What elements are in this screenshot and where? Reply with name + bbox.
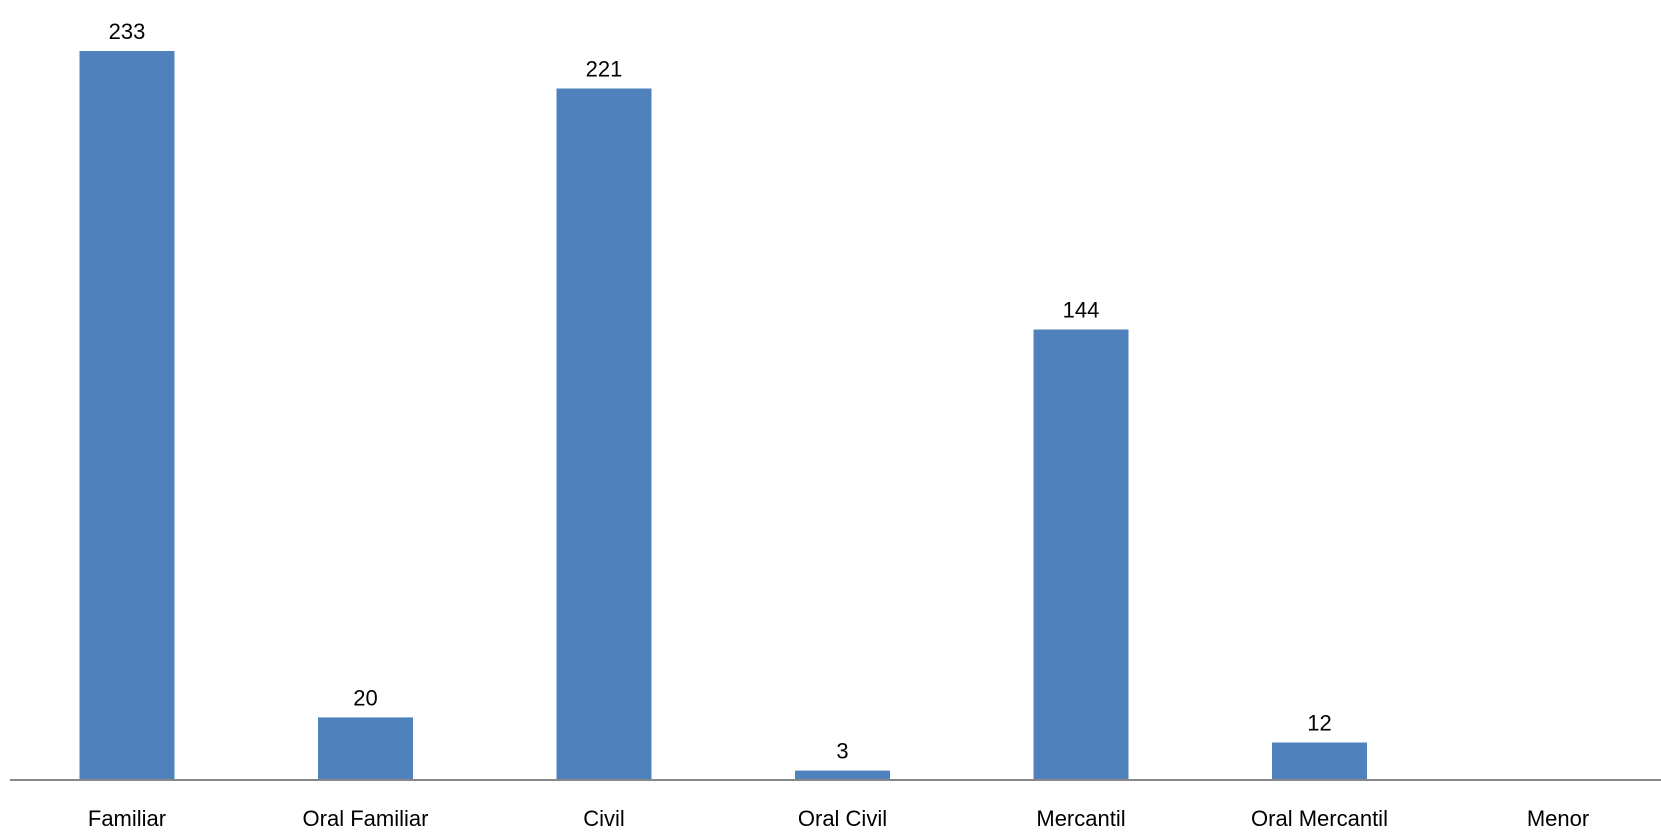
data-labels-layer: 233 20 221 3 144 12 xyxy=(109,19,1332,764)
data-label-mercantil: 144 xyxy=(1063,298,1100,323)
x-tick-label-civil: Civil xyxy=(583,806,625,831)
x-tick-labels-layer: Familiar Oral Familiar Civil Oral Civil Merc… xyxy=(88,806,1589,831)
data-label-familiar: 233 xyxy=(109,19,146,44)
bar-familiar xyxy=(79,51,175,780)
bar-oral-civil xyxy=(795,770,890,780)
x-tick-label-menor: Menor xyxy=(1527,806,1589,831)
x-tick-label-oral-mercantil: Oral Mercantil xyxy=(1251,806,1388,831)
x-tick-label-oral-civil: Oral Civil xyxy=(798,806,887,831)
bar-civil xyxy=(556,88,652,780)
x-tick-label-mercantil: Mercantil xyxy=(1036,806,1125,831)
bar-mercantil xyxy=(1033,329,1129,780)
data-label-civil: 221 xyxy=(586,57,623,82)
data-label-oral-civil: 3 xyxy=(836,739,848,764)
data-label-oral-familiar: 20 xyxy=(353,685,377,710)
bar-oral-familiar xyxy=(318,717,413,780)
bars-layer xyxy=(79,51,1367,780)
bar-oral-mercantil xyxy=(1272,742,1367,780)
data-label-oral-mercantil: 12 xyxy=(1307,711,1331,736)
x-tick-label-familiar: Familiar xyxy=(88,806,166,831)
x-tick-label-oral-familiar: Oral Familiar xyxy=(303,806,429,831)
